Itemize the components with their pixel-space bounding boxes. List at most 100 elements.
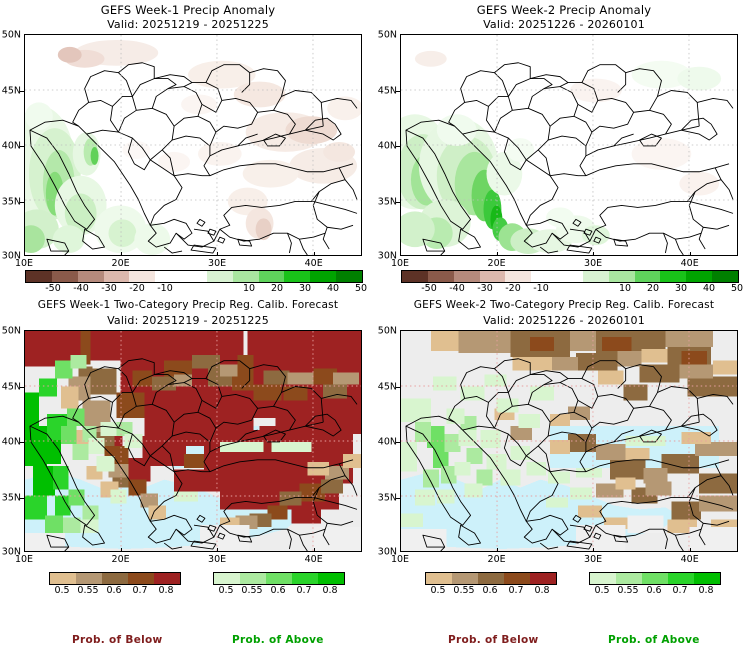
ytick-label: 45N: [1, 85, 21, 96]
colorbar-swatch: [284, 271, 311, 282]
colorbar-swatch: [694, 573, 720, 584]
ytick-mark: [396, 386, 400, 388]
colorbar-swatch: [318, 573, 344, 584]
colorbar-anomaly-week2-labels: -50 -40 -30 -20 -10 10 20 30 40 50: [376, 283, 752, 295]
colorbar-swatch: [232, 271, 259, 282]
coastline-overlay-week2-forecast: [401, 331, 737, 551]
xtick-mark: [120, 252, 122, 256]
xtick-label: 40E: [680, 258, 699, 269]
colorbar-swatch: [102, 573, 128, 584]
colorbar-swatch: [452, 573, 478, 584]
colorbar-swatch: [712, 271, 738, 282]
map-week2-anomaly[interactable]: [400, 34, 738, 256]
colorbar-tick-label: 0.55: [241, 585, 263, 596]
ytick-label: 30N: [1, 250, 21, 262]
ytick-mark: [20, 386, 24, 388]
ytick-label: 35N: [377, 196, 397, 207]
xtick-label: 40E: [304, 554, 323, 565]
colorbar-swatch: [531, 271, 558, 282]
colorbar-swatch: [660, 271, 687, 282]
ytick-label: 35N: [1, 492, 21, 503]
colorbar-anomaly-week1-labels: -50 -40 -30 -20 -10 10 20 30 40 50: [0, 283, 376, 295]
colorbar-tick-label: -10: [533, 283, 549, 294]
xtick-label: 10E: [390, 554, 410, 565]
colorbar-tick-label: 0.55: [453, 585, 475, 596]
map-week1-forecast[interactable]: [24, 330, 362, 552]
panel-week1-forecast: GEFS Week-1 Two-Category Precip Reg. Cal…: [0, 296, 376, 662]
colorbar-tick-label: 0.6: [646, 585, 662, 596]
anomaly-shading-week1: [25, 35, 361, 255]
colorbar-swatch: [426, 573, 452, 584]
colorbar-tick-label: -20: [129, 283, 145, 294]
ytick-label: 50N: [1, 29, 21, 41]
colorbar-tick-label: 40: [326, 283, 340, 294]
xtick-mark: [689, 548, 691, 552]
colorbar-tick-label: -30: [101, 283, 117, 294]
ytick-mark: [20, 442, 24, 443]
colorbar-swatch: [154, 573, 180, 584]
colorbar-above-week2: [589, 572, 721, 585]
xtick-label: 30E: [584, 258, 603, 269]
colorbar-anomaly-week2: [401, 270, 739, 283]
ytick-mark: [396, 90, 400, 92]
colorbar-swatch: [76, 573, 102, 584]
anomaly-shading-week2: [401, 35, 737, 255]
colorbar-tick-label: -30: [477, 283, 493, 294]
ytick-label: 50N: [377, 29, 397, 41]
xtick-mark: [120, 548, 122, 552]
colorbar-swatch: [453, 271, 480, 282]
xtick-label: 10E: [14, 258, 34, 269]
colorbar-anomaly-week1: [25, 270, 363, 283]
colorbar-swatch: [258, 271, 285, 282]
colorbar-tick-label: 20: [270, 283, 284, 294]
xtick-mark: [593, 252, 595, 256]
colorbar-swatch: [402, 271, 428, 282]
colorbar-above-week1: [213, 572, 345, 585]
xtick-label: 10E: [14, 554, 34, 565]
xtick-label: 10E: [390, 258, 410, 269]
xtick-label: 40E: [680, 554, 699, 565]
colorbar-swatch: [292, 573, 318, 584]
colorbar-swatch: [310, 271, 337, 282]
colorbar-tick-label: 0.7: [672, 585, 688, 596]
xtick-label: 30E: [584, 554, 603, 565]
coastline-overlay-week2-anomaly: [401, 35, 737, 255]
colorbar-swatch: [77, 271, 104, 282]
colorbar-swatch: [26, 271, 52, 282]
colorbar-tick-label: 20: [646, 283, 660, 294]
ytick-label: 30N: [1, 546, 21, 558]
colorbar-swatch: [336, 271, 362, 282]
prob-above-label: Prob. of Above: [608, 634, 700, 646]
colorbar-tick-label: 0.8: [322, 585, 338, 596]
colorbar-swatch: [668, 573, 694, 584]
colorbar-swatch: [206, 271, 233, 282]
panel-title: GEFS Week-2 Precip Anomaly: [476, 3, 652, 17]
colorbar-swatch: [214, 573, 240, 584]
colorbar-swatch: [50, 573, 76, 584]
ytick-mark: [396, 497, 400, 499]
ytick-label: 50N: [377, 325, 397, 337]
colorbar-tick-label: 0.8: [158, 585, 174, 596]
map-week2-forecast[interactable]: [400, 330, 738, 552]
ytick-label: 40N: [377, 436, 397, 448]
prob-above-label: Prob. of Above: [232, 634, 324, 646]
panel-title: GEFS Week-1 Two-Category Precip Reg. Cal…: [37, 299, 339, 311]
panel-week2-forecast: GEFS Week-2 Two-Category Precip Reg. Cal…: [376, 296, 752, 662]
ytick-label: 35N: [1, 196, 21, 207]
colorbar-tick-label: -10: [157, 283, 173, 294]
colorbar-swatch: [608, 271, 635, 282]
colorbar-tick-label: 10: [618, 283, 632, 294]
coastline-overlay-week1-anomaly: [25, 35, 361, 255]
colorbar-tick-label: 0.5: [54, 585, 70, 596]
ytick-mark: [20, 146, 24, 147]
colorbar-tick-label: 0.8: [698, 585, 714, 596]
colorbar-tick-label: 0.6: [270, 585, 286, 596]
ytick-mark: [20, 497, 24, 499]
ytick-label: 30N: [377, 546, 397, 558]
xtick-label: 20E: [487, 554, 506, 565]
panel-title: GEFS Week-1 Precip Anomaly: [100, 3, 276, 17]
colorbar-tick-label: 50: [354, 283, 368, 294]
colorbar-swatch: [582, 271, 609, 282]
xtick-label: 30E: [208, 554, 227, 565]
map-week1-anomaly[interactable]: [24, 34, 362, 256]
